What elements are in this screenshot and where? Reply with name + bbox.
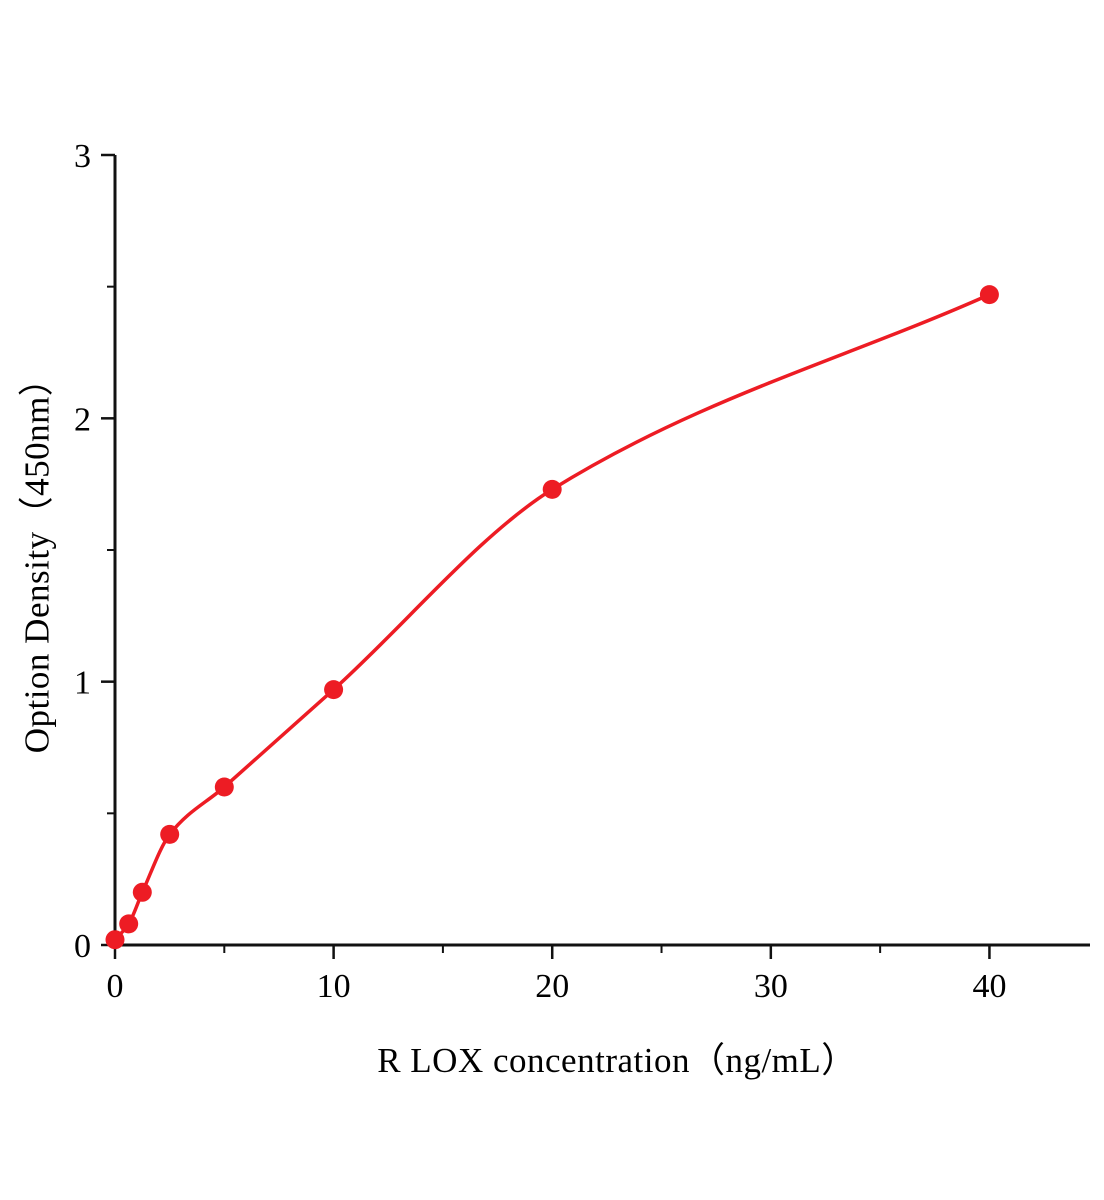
data-point	[979, 285, 999, 305]
y-tick-label: 1	[74, 665, 91, 702]
data-point	[119, 914, 139, 934]
x-tick-label: 20	[535, 968, 569, 1005]
y-tick-label: 0	[74, 928, 91, 965]
x-tick-label: 0	[107, 968, 124, 1005]
x-tick-label: 30	[754, 968, 788, 1005]
data-point	[160, 824, 180, 844]
data-point	[214, 777, 234, 797]
data-point	[542, 479, 562, 499]
data-point	[132, 882, 152, 902]
data-point	[324, 680, 344, 700]
x-tick-label: 10	[317, 968, 351, 1005]
y-axis-title: Option Density（450nm）	[17, 360, 57, 754]
x-axis-title: R LOX concentration（ng/mL）	[377, 1041, 857, 1080]
fit-curve	[113, 292, 992, 942]
y-tick-label: 3	[74, 138, 91, 175]
data-point	[105, 930, 125, 950]
x-tick-label: 40	[972, 968, 1006, 1005]
y-tick-label: 2	[74, 401, 91, 438]
